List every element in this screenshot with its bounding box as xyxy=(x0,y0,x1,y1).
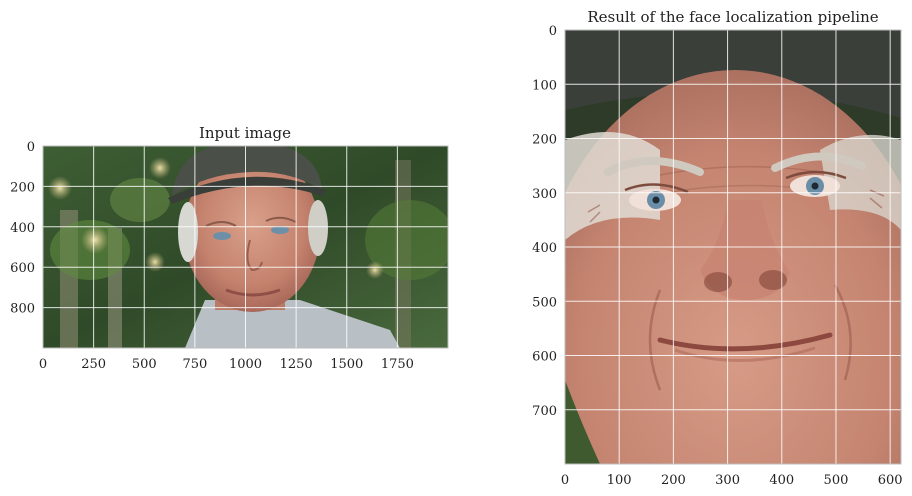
result-image-axes: Result of the face localization pipeline… xyxy=(532,8,903,488)
result-image-photo xyxy=(565,30,901,464)
input-image-x-tick-label: 250 xyxy=(81,357,106,372)
input-image-y-tick-label: 800 xyxy=(10,302,35,317)
input-image-x-tick-label: 1500 xyxy=(330,357,363,372)
input-image-x-tick-label: 750 xyxy=(182,357,207,372)
input-image-y-tick-label: 0 xyxy=(27,140,35,155)
input-image-photo xyxy=(43,146,448,348)
result-image-x-tick-label: 600 xyxy=(878,473,903,488)
result-image-x-tick-label: 100 xyxy=(607,473,632,488)
result-image-y-tick-label: 500 xyxy=(532,295,557,310)
input-image-x-tick-label: 1750 xyxy=(381,357,414,372)
result-image-x-tick-label: 200 xyxy=(661,473,686,488)
input-image-y-tick-label: 200 xyxy=(10,180,35,195)
input-image-y-tick-label: 400 xyxy=(10,221,35,236)
input-image-y-tick-label: 600 xyxy=(10,261,35,276)
result-image-y-tick-label: 100 xyxy=(532,78,557,93)
input-image-x-tick-label: 500 xyxy=(132,357,157,372)
input-image-grid xyxy=(42,145,448,348)
result-image-y-tick-label: 200 xyxy=(532,133,557,148)
result-image-y-tick-label: 400 xyxy=(532,241,557,256)
result-image-x-tick-label: 500 xyxy=(824,473,849,488)
result-image-x-tick-label: 400 xyxy=(769,473,794,488)
result-image-x-ticks: 0 100 200 300 400 500 600 xyxy=(561,473,903,488)
result-image-y-tick-label: 0 xyxy=(549,24,557,39)
input-image-y-ticks: 0 200 400 600 800 xyxy=(10,140,35,317)
result-image-title: Result of the face localization pipeline xyxy=(587,8,878,26)
input-image-x-tick-label: 1000 xyxy=(229,357,262,372)
result-image-y-tick-label: 300 xyxy=(532,187,557,202)
input-image-frame xyxy=(42,145,449,349)
result-image-x-tick-label: 300 xyxy=(715,473,740,488)
input-image-x-tick-label: 0 xyxy=(39,357,47,372)
input-image-axes: Input image 0 250 500 750 1000 1250 1500 1750 0… xyxy=(10,124,449,372)
result-image-y-tick-label: 700 xyxy=(532,404,557,419)
input-image-x-tick-label: 1250 xyxy=(280,357,313,372)
result-image-y-ticks: 0 100 200 300 400 500 600 700 xyxy=(532,24,557,419)
result-image-y-tick-label: 600 xyxy=(532,350,557,365)
input-image-x-ticks: 0 250 500 750 1000 1250 1500 1750 xyxy=(39,357,414,372)
input-image-title: Input image xyxy=(199,124,291,142)
result-image-x-tick-label: 0 xyxy=(561,473,569,488)
result-image-frame xyxy=(564,29,902,465)
